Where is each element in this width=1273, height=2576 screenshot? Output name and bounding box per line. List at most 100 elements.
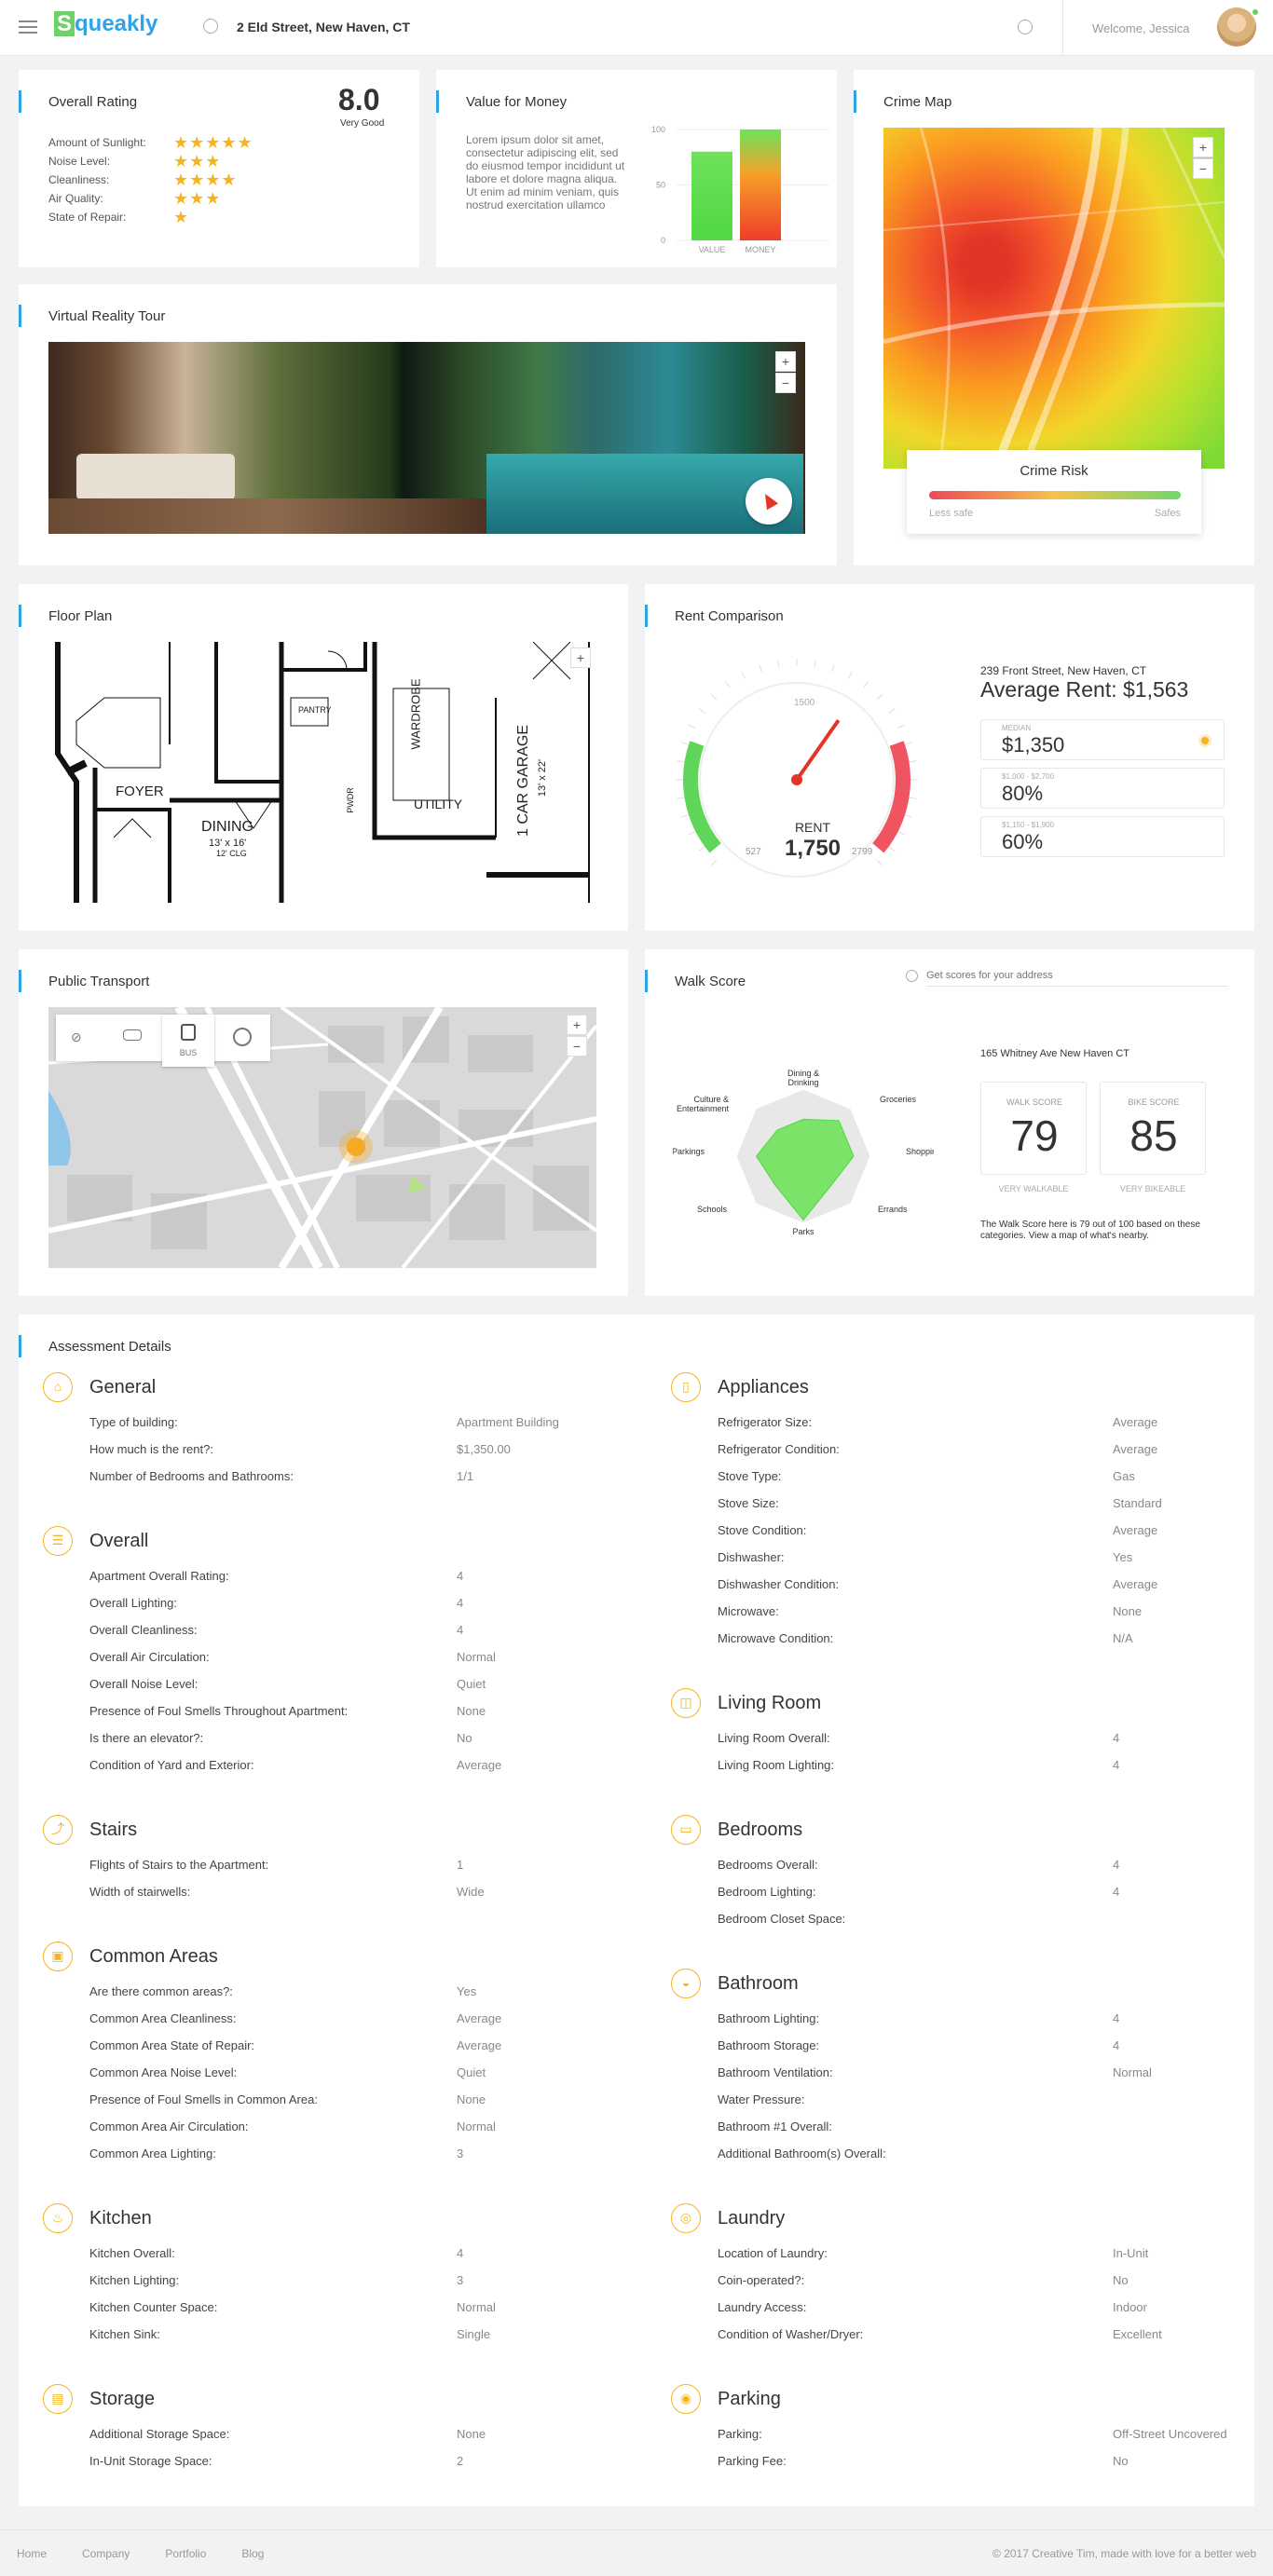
bike-score-box: BIKE SCORE 85 — [1100, 1082, 1206, 1175]
gauge-tick — [710, 693, 718, 701]
location-icon — [203, 19, 218, 34]
assessment-row-value: 1 — [457, 1858, 464, 1872]
assessment-row-label: Refrigerator Size: — [718, 1415, 813, 1429]
gauge-tick — [677, 760, 685, 763]
location-text[interactable]: 2 Eld Street, New Haven, CT — [237, 20, 410, 34]
assessment-row-value: 4 — [457, 1623, 464, 1637]
assessment-row-label: Presence of Foul Smells in Common Area: — [89, 2092, 318, 2106]
assessment-row-value: Off-Street Uncovered — [1113, 2427, 1227, 2441]
map-roads — [883, 128, 1225, 469]
menu-icon[interactable] — [19, 20, 37, 34]
assessment-row-value: Single — [457, 2327, 491, 2341]
zoom-in-button[interactable]: + — [570, 647, 591, 668]
room-pwdr: PWDR — [345, 787, 355, 813]
crime-heatmap[interactable]: + − — [883, 128, 1225, 469]
assessment-row-label: Are there common areas?: — [89, 1984, 233, 1998]
assessment-row-value: 3 — [457, 2147, 464, 2160]
safes-label: Safes — [1154, 508, 1181, 519]
rating-stars-icon: ★★★ — [173, 152, 222, 170]
rent-stat-value: $1,350 — [1002, 733, 1065, 756]
assessment-row-label: Overall Lighting: — [89, 1596, 177, 1610]
zoom-out-button[interactable]: − — [567, 1036, 587, 1056]
card-title: Assessment Details — [48, 1339, 171, 1355]
bus-button[interactable]: BUS — [162, 1015, 214, 1067]
footer-link-home[interactable]: Home — [17, 2547, 48, 2560]
zoom-in-button[interactable]: + — [1193, 137, 1213, 157]
section-title: Stairs — [89, 1820, 138, 1840]
card-title: Rent Comparison — [675, 608, 784, 624]
gauge-tick — [897, 830, 906, 836]
section-title: Appliances — [718, 1377, 809, 1397]
bedrooms-icon: ▭ — [671, 1815, 701, 1845]
median-dot-icon — [1201, 737, 1209, 744]
gauge-tick — [698, 708, 705, 714]
assessment-row-value: In-Unit — [1113, 2246, 1149, 2260]
assessment-row-value: 2 — [457, 2454, 464, 2468]
rent-stat-box: MEDIAN $1,350 — [980, 719, 1225, 760]
compass-button[interactable] — [746, 478, 792, 525]
assessment-row-label: Bedroom Lighting: — [718, 1885, 816, 1899]
x-tick-label: MONEY — [745, 245, 775, 254]
assessment-row-value: 4 — [1113, 1885, 1120, 1899]
assessment-row-value: Average — [457, 2038, 502, 2052]
train-icon[interactable] — [233, 1028, 252, 1046]
transport-map[interactable]: ⊘ BUS + − — [48, 1007, 596, 1268]
vr-panorama[interactable]: + − — [48, 342, 805, 534]
footer-link-portfolio[interactable]: Portfolio — [165, 2547, 207, 2560]
gauge-min-label: 527 — [746, 847, 761, 857]
parking-icon: ◉ — [671, 2384, 701, 2414]
bike-icon[interactable]: ⊘ — [71, 1029, 82, 1044]
gauge-tick — [688, 830, 696, 836]
rent-stat-box: $1,000 - $2,700 80% — [980, 768, 1225, 809]
assessment-row-value: No — [1113, 2273, 1129, 2287]
zoom-out-button[interactable]: − — [775, 373, 796, 393]
assessment-row-value: N/A — [1113, 1631, 1133, 1645]
assessment-row-value: None — [457, 1704, 486, 1718]
assessment-row-label: Stove Size: — [718, 1496, 779, 1510]
zoom-in-button[interactable]: + — [775, 351, 796, 372]
card-accent — [19, 605, 21, 627]
assessment-row-value: Yes — [457, 1984, 477, 1998]
rating-stars-icon: ★★★ — [173, 189, 222, 208]
gauge-tick — [681, 814, 690, 818]
assessment-row-label: Flights of Stairs to the Apartment: — [89, 1858, 269, 1872]
assessment-row-value: 4 — [1113, 1858, 1120, 1872]
public-transport-card: Public Transport ⊘ BUS — [19, 949, 628, 1296]
assessment-row-value: 4 — [457, 1596, 464, 1610]
radar-label: Errands — [878, 1205, 908, 1214]
assessment-row-label: Width of stairwells: — [89, 1885, 191, 1899]
assessment-row-value: Standard — [1113, 1496, 1162, 1510]
footer-links: Home Company Portfolio Blog — [17, 2547, 299, 2560]
assessment-row-value: Quiet — [457, 2065, 486, 2079]
rating-stars-icon: ★ — [173, 208, 190, 226]
assessment-row-value: 4 — [1113, 2038, 1120, 2052]
bar-money — [740, 129, 781, 240]
gauge-tick — [759, 664, 762, 673]
walk-score-box: WALK SCORE 79 — [980, 1082, 1087, 1175]
floor-plan-drawing[interactable]: FOYER DINING 13' x 16' 12' CLG PANTRY PW… — [48, 642, 596, 903]
rating-label: State of Repair: — [48, 211, 127, 224]
footer-link-company[interactable]: Company — [82, 2547, 130, 2560]
floor-plan-card: Floor Plan — [19, 584, 628, 931]
less-safe-label: Less safe — [929, 508, 974, 519]
zoom-out-button[interactable]: − — [1193, 158, 1213, 179]
assessment-row-label: Laundry Access: — [718, 2300, 807, 2314]
assessment-row-value: Normal — [457, 2300, 496, 2314]
search-icon[interactable] — [1018, 20, 1033, 34]
assessment-row-value: Excellent — [1113, 2327, 1162, 2341]
room-foyer: FOYER — [116, 784, 164, 799]
avatar[interactable] — [1217, 7, 1256, 47]
x-tick-label: VALUE — [699, 245, 726, 254]
section-title: General — [89, 1377, 157, 1397]
assessment-row-label: Stove Condition: — [718, 1523, 807, 1537]
crime-map-card: Crime Map + − Crime Risk Less safe Safes — [854, 70, 1254, 566]
zoom-in-button[interactable]: + — [567, 1015, 587, 1035]
assessment-row-value: Normal — [457, 2119, 496, 2133]
section-title: Overall — [89, 1531, 149, 1551]
car-icon[interactable] — [123, 1029, 142, 1041]
footer-link-blog[interactable]: Blog — [241, 2547, 265, 2560]
rent-stat-caption: MEDIAN — [1002, 724, 1032, 732]
walk-search-input[interactable] — [926, 964, 1228, 987]
walk-note[interactable]: The Walk Score here is 79 out of 100 bas… — [980, 1220, 1200, 1241]
